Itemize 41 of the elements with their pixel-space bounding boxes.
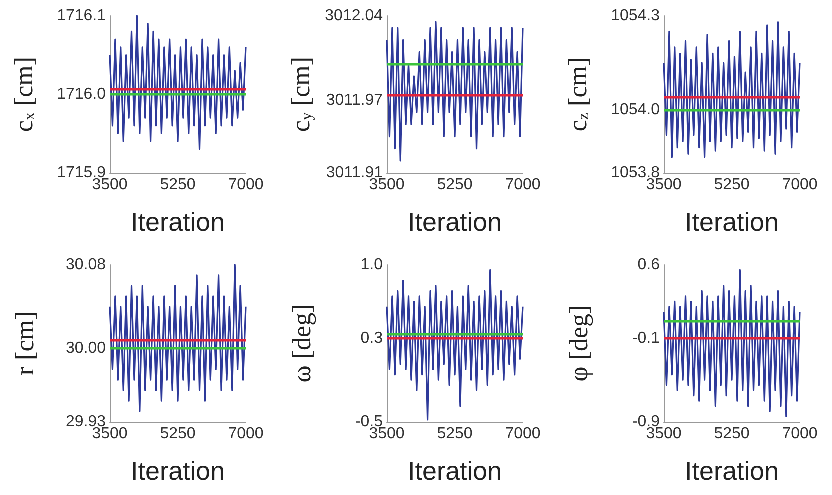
y-axis-title: r [cm]: [10, 311, 40, 376]
y-tick-label: 1054.3: [611, 8, 660, 24]
x-axis-title: Iteration: [131, 207, 225, 237]
y-tick-label: 0.3: [360, 330, 384, 347]
x-tick-label: 5250: [714, 426, 750, 442]
line-series: [109, 15, 247, 150]
y-tick-label: 0.6: [638, 256, 660, 274]
x-tick-label: 7000: [782, 176, 818, 194]
y-axis-title: cz [cm]: [564, 57, 592, 132]
y-axis-title: ω [deg]: [288, 304, 316, 383]
y-tick-label: 3011.97: [326, 92, 384, 110]
x-tick-label: 7000: [505, 176, 541, 194]
y-axis-title: cx [cm]: [10, 56, 38, 132]
x-tick-label: 5250: [160, 176, 196, 194]
x-tick-label: 5250: [160, 426, 196, 442]
x-tick-label: 7000: [228, 176, 264, 194]
y-tick-label: 1.0: [360, 256, 384, 274]
y-axis-title: cy [cm]: [286, 56, 316, 132]
y-tick-label: 1054.0: [611, 102, 660, 119]
x-axis-title: Iteration: [685, 456, 779, 486]
y-tick-label: 30.08: [66, 256, 106, 274]
y-tick-label: 1716.1: [57, 8, 106, 24]
x-tick-label: 5250: [437, 176, 473, 194]
line-series: [663, 269, 801, 418]
x-axis-title: Iteration: [131, 456, 225, 486]
x-tick-label: 5250: [437, 426, 473, 442]
line-series: [386, 21, 524, 162]
y-tick-label: -0.1: [632, 330, 660, 347]
y-tick-label: 30.00: [66, 340, 106, 358]
x-axis-title: Iteration: [685, 207, 779, 237]
x-tick-label: 7000: [782, 426, 818, 442]
x-axis-title: Iteration: [408, 456, 502, 486]
x-tick-label: 7000: [505, 426, 541, 442]
x-axis-title: Iteration: [408, 207, 502, 237]
line-series: [109, 264, 247, 412]
y-axis-title: φ [deg]: [564, 305, 594, 382]
y-tick-label: 3012.04: [325, 8, 384, 24]
line-series: [663, 21, 801, 158]
y-tick-label: 1716.0: [57, 86, 106, 103]
x-tick-label: 7000: [228, 426, 264, 442]
x-tick-label: 5250: [714, 176, 750, 194]
